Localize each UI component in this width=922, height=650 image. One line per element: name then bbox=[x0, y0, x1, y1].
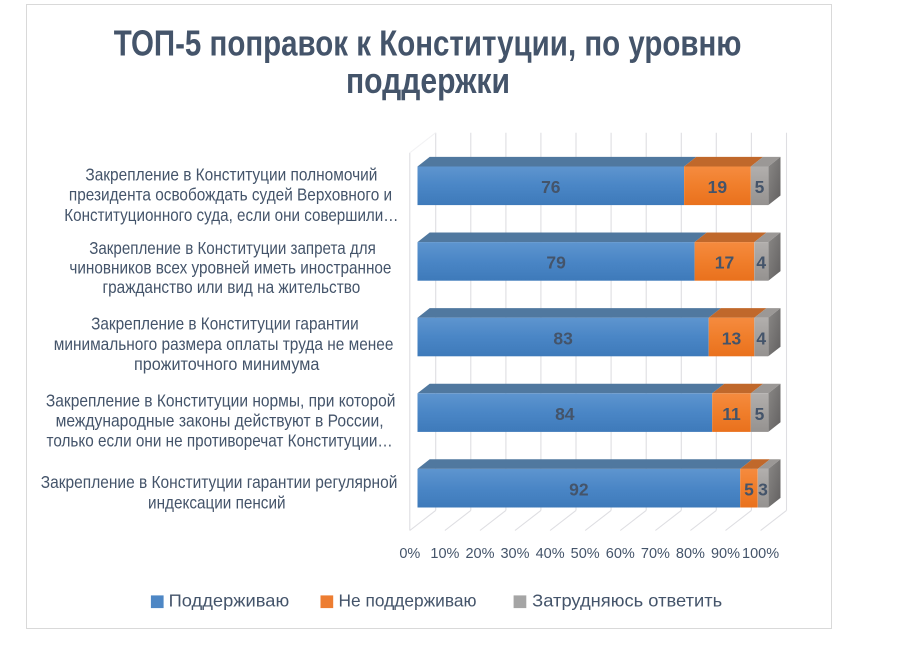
svg-text:13: 13 bbox=[722, 328, 742, 348]
svg-text:30%: 30% bbox=[500, 546, 529, 562]
svg-text:Закрепление в Конституции норм: Закрепление в Конституции нормы, при кот… bbox=[46, 390, 396, 410]
svg-text:40%: 40% bbox=[536, 546, 565, 562]
svg-text:20%: 20% bbox=[465, 546, 494, 562]
svg-text:10%: 10% bbox=[430, 546, 459, 562]
svg-text:4: 4 bbox=[756, 328, 766, 348]
svg-text:Поддерживаю: Поддерживаю bbox=[169, 591, 290, 611]
svg-text:92: 92 bbox=[569, 480, 589, 500]
svg-text:11: 11 bbox=[722, 404, 741, 424]
svg-text:Закрепление в Конституции гара: Закрепление в Конституции гарантии bbox=[91, 314, 359, 334]
svg-text:4: 4 bbox=[756, 253, 766, 273]
svg-text:50%: 50% bbox=[571, 546, 600, 562]
svg-text:100%: 100% bbox=[742, 546, 779, 562]
svg-text:гражданство или вид на жительс: гражданство или вид на жительство bbox=[103, 277, 361, 297]
svg-text:международные законы действуют: международные законы действуют в России, bbox=[56, 410, 384, 430]
svg-text:чиновников всех уровней иметь: чиновников всех уровней иметь иностранно… bbox=[69, 258, 391, 278]
svg-text:79: 79 bbox=[546, 253, 566, 273]
svg-text:ТОП-5 поправок к Конституции,: ТОП-5 поправок к Конституции, по уровню bbox=[114, 23, 742, 64]
svg-text:84: 84 bbox=[555, 404, 575, 424]
svg-text:только если они не противореча: только если они не противоречат Конститу… bbox=[47, 430, 393, 450]
svg-text:Конституционного суда, если он: Конституционного суда, если они совершил… bbox=[64, 205, 398, 225]
svg-text:80%: 80% bbox=[676, 546, 705, 562]
svg-text:5: 5 bbox=[755, 177, 765, 197]
svg-text:Закрепление в Конституции запр: Закрепление в Конституции запрета для bbox=[89, 238, 376, 258]
svg-text:Не поддерживаю: Не поддерживаю bbox=[339, 591, 477, 611]
svg-text:60%: 60% bbox=[606, 546, 635, 562]
svg-text:5: 5 bbox=[744, 480, 754, 500]
svg-text:поддержки: поддержки bbox=[346, 60, 510, 101]
svg-text:3: 3 bbox=[758, 480, 768, 500]
svg-text:индексации пенсий: индексации пенсий bbox=[148, 493, 286, 513]
svg-text:минимального размера оплаты тр: минимального размера оплаты труда не мен… bbox=[54, 334, 394, 354]
svg-text:президента освобождать судей В: президента освобождать судей Верховного … bbox=[69, 185, 392, 205]
svg-text:19: 19 bbox=[708, 177, 728, 197]
svg-text:Затрудняюсь ответить: Затрудняюсь ответить bbox=[532, 591, 722, 611]
svg-text:17: 17 bbox=[715, 253, 734, 273]
svg-text:Закрепление в Конституции гара: Закрепление в Конституции гарантии регул… bbox=[41, 472, 398, 492]
svg-text:76: 76 bbox=[541, 177, 561, 197]
svg-text:90%: 90% bbox=[711, 546, 740, 562]
svg-text:прожиточного минимума: прожиточного минимума bbox=[134, 354, 320, 374]
svg-text:70%: 70% bbox=[641, 546, 670, 562]
svg-text:83: 83 bbox=[553, 328, 573, 348]
svg-text:0%: 0% bbox=[399, 546, 420, 562]
svg-text:5: 5 bbox=[755, 404, 765, 424]
svg-text:Закрепление в Конституции полн: Закрепление в Конституции полномочий bbox=[85, 164, 377, 184]
